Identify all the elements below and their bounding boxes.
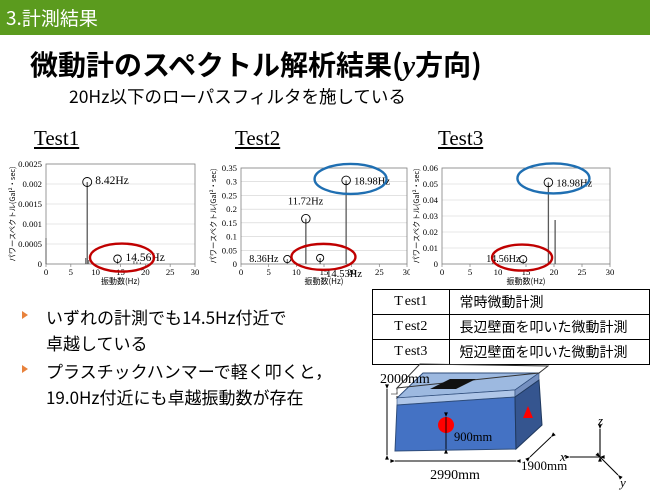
svg-text:0.04: 0.04 xyxy=(423,195,439,205)
svg-text:10: 10 xyxy=(494,267,503,277)
svg-text:5: 5 xyxy=(468,267,472,277)
svg-text:z: z xyxy=(597,413,603,428)
svg-text:0: 0 xyxy=(434,259,439,269)
svg-text:2990mm: 2990mm xyxy=(430,468,480,483)
svg-text:パワースペクトル(Gal²・sec): パワースペクトル(Gal²・sec) xyxy=(412,168,422,263)
svg-text:0.2: 0.2 xyxy=(226,204,237,214)
svg-text:30: 30 xyxy=(606,267,615,277)
svg-text:0.001: 0.001 xyxy=(22,219,42,229)
svg-text:0: 0 xyxy=(239,267,244,277)
svg-text:25: 25 xyxy=(578,267,587,277)
svg-text:0.05: 0.05 xyxy=(222,245,237,255)
svg-text:14.56Hz: 14.56Hz xyxy=(126,252,165,264)
svg-text:11.72Hz: 11.72Hz xyxy=(288,197,324,208)
svg-text:25: 25 xyxy=(375,267,384,277)
svg-text:パワースペクトル(Gal²・sec): パワースペクトル(Gal²・sec) xyxy=(209,168,219,263)
svg-text:0.06: 0.06 xyxy=(423,163,439,173)
svg-text:0.01: 0.01 xyxy=(423,243,438,253)
svg-text:0.03: 0.03 xyxy=(423,211,438,221)
svg-text:振動数(Hz): 振動数(Hz) xyxy=(304,276,343,286)
svg-text:25: 25 xyxy=(166,267,175,277)
svg-text:0.05: 0.05 xyxy=(423,179,438,189)
svg-text:0: 0 xyxy=(44,267,49,277)
svg-text:0.0015: 0.0015 xyxy=(18,199,42,209)
svg-text:8.42Hz: 8.42Hz xyxy=(95,175,129,187)
svg-text:パワースペクトル(Gal²・sec): パワースペクトル(Gal²・sec) xyxy=(8,166,18,261)
svg-text:x: x xyxy=(559,449,566,464)
svg-text:20: 20 xyxy=(550,267,559,277)
svg-text:y: y xyxy=(618,475,626,490)
svg-text:0.0025: 0.0025 xyxy=(18,159,42,169)
svg-text:0.0005: 0.0005 xyxy=(18,239,42,249)
svg-text:0.3: 0.3 xyxy=(226,177,237,187)
svg-text:5: 5 xyxy=(69,267,73,277)
svg-text:5: 5 xyxy=(266,267,270,277)
svg-text:30: 30 xyxy=(191,267,200,277)
svg-text:900mm: 900mm xyxy=(454,430,492,444)
svg-text:0.02: 0.02 xyxy=(423,227,438,237)
svg-text:0.002: 0.002 xyxy=(22,179,42,189)
svg-text:0.25: 0.25 xyxy=(222,190,237,200)
svg-text:0.1: 0.1 xyxy=(226,232,237,242)
svg-text:振動数(Hz): 振動数(Hz) xyxy=(506,276,545,286)
svg-text:0.15: 0.15 xyxy=(222,218,237,228)
svg-text:0: 0 xyxy=(233,259,238,269)
svg-text:振動数(Hz): 振動数(Hz) xyxy=(101,276,140,286)
svg-text:0: 0 xyxy=(38,259,43,269)
svg-text:0.35: 0.35 xyxy=(222,163,237,173)
svg-text:2000mm: 2000mm xyxy=(380,372,430,387)
svg-text:8.36Hz: 8.36Hz xyxy=(249,254,279,265)
svg-text:10: 10 xyxy=(292,267,301,277)
svg-text:0: 0 xyxy=(440,267,445,277)
